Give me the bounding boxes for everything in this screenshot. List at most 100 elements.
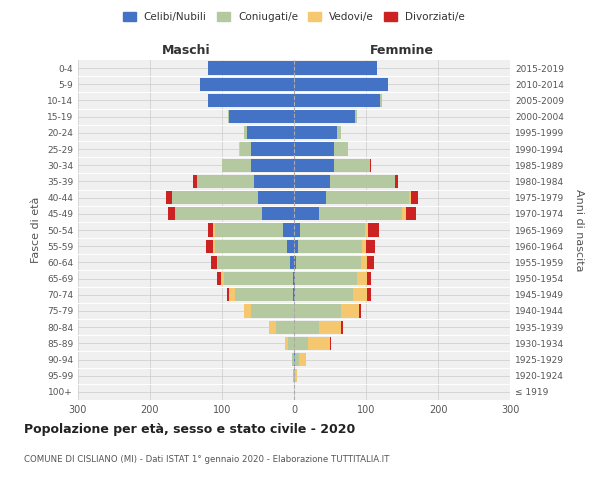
Bar	[229, 110, 294, 124]
Bar	[299, 353, 306, 366]
Bar	[355, 110, 356, 124]
Bar	[251, 142, 294, 156]
Bar	[251, 158, 294, 172]
Text: Maschi: Maschi	[161, 44, 211, 57]
Bar	[193, 175, 197, 188]
Bar	[366, 240, 374, 253]
Bar	[244, 126, 247, 140]
Text: Femmine: Femmine	[370, 44, 434, 57]
Bar	[294, 62, 377, 74]
Bar	[258, 191, 294, 204]
Bar	[294, 288, 295, 302]
Bar	[217, 256, 218, 269]
Text: COMUNE DI CISLIANO (MI) - Dati ISTAT 1° gennaio 2020 - Elaborazione TUTTITALIA.I: COMUNE DI CISLIANO (MI) - Dati ISTAT 1° …	[24, 455, 389, 464]
Bar	[294, 240, 298, 253]
Bar	[251, 304, 294, 318]
Bar	[208, 94, 294, 107]
Bar	[367, 256, 374, 269]
Bar	[294, 94, 380, 107]
Bar	[359, 304, 361, 318]
Bar	[410, 191, 418, 204]
Bar	[206, 240, 214, 253]
Bar	[295, 369, 297, 382]
Bar	[361, 256, 367, 269]
Bar	[287, 240, 294, 253]
Bar	[319, 320, 341, 334]
Bar	[208, 224, 214, 236]
Bar	[294, 320, 319, 334]
Bar	[168, 207, 175, 220]
Bar	[294, 175, 330, 188]
Bar	[239, 142, 240, 156]
Bar	[229, 288, 235, 302]
Bar	[380, 94, 382, 107]
Bar	[319, 207, 402, 220]
Bar	[235, 288, 293, 302]
Bar	[294, 224, 300, 236]
Bar	[368, 224, 379, 236]
Bar	[166, 191, 172, 204]
Bar	[367, 288, 371, 302]
Bar	[215, 240, 287, 253]
Bar	[341, 320, 343, 334]
Bar	[292, 353, 294, 366]
Bar	[326, 191, 409, 204]
Bar	[296, 256, 361, 269]
Bar	[293, 369, 294, 382]
Bar	[294, 126, 337, 140]
Bar	[175, 207, 262, 220]
Bar	[269, 320, 276, 334]
Bar	[409, 191, 410, 204]
Bar	[227, 288, 229, 302]
Bar	[240, 142, 251, 156]
Bar	[211, 256, 217, 269]
Bar	[215, 224, 283, 236]
Bar	[295, 272, 356, 285]
Bar	[308, 336, 330, 350]
Bar	[254, 175, 294, 188]
Bar	[244, 304, 251, 318]
Bar	[197, 175, 254, 188]
Bar	[330, 336, 331, 350]
Bar	[294, 353, 295, 366]
Bar	[293, 288, 294, 302]
Bar	[290, 256, 294, 269]
Bar	[200, 78, 294, 91]
Bar	[221, 272, 224, 285]
Bar	[262, 207, 294, 220]
Bar	[294, 110, 355, 124]
Bar	[337, 126, 341, 140]
Bar	[294, 256, 296, 269]
Bar	[294, 191, 326, 204]
Bar	[294, 336, 308, 350]
Bar	[330, 175, 395, 188]
Bar	[218, 256, 290, 269]
Bar	[217, 272, 221, 285]
Bar	[295, 288, 353, 302]
Bar	[293, 272, 294, 285]
Bar	[300, 224, 365, 236]
Bar	[294, 158, 334, 172]
Bar	[294, 207, 319, 220]
Bar	[370, 158, 371, 172]
Bar	[208, 62, 294, 74]
Bar	[294, 142, 334, 156]
Y-axis label: Fasce di età: Fasce di età	[31, 197, 41, 263]
Bar	[222, 158, 251, 172]
Bar	[283, 224, 294, 236]
Bar	[224, 272, 293, 285]
Bar	[356, 272, 367, 285]
Bar	[214, 240, 215, 253]
Bar	[276, 320, 294, 334]
Bar	[294, 78, 388, 91]
Bar	[353, 288, 367, 302]
Text: Popolazione per età, sesso e stato civile - 2020: Popolazione per età, sesso e stato civil…	[24, 422, 355, 436]
Bar	[341, 304, 359, 318]
Bar	[334, 158, 370, 172]
Bar	[395, 175, 398, 188]
Bar	[172, 191, 258, 204]
Bar	[247, 126, 294, 140]
Bar	[367, 272, 371, 285]
Bar	[402, 207, 406, 220]
Bar	[294, 369, 295, 382]
